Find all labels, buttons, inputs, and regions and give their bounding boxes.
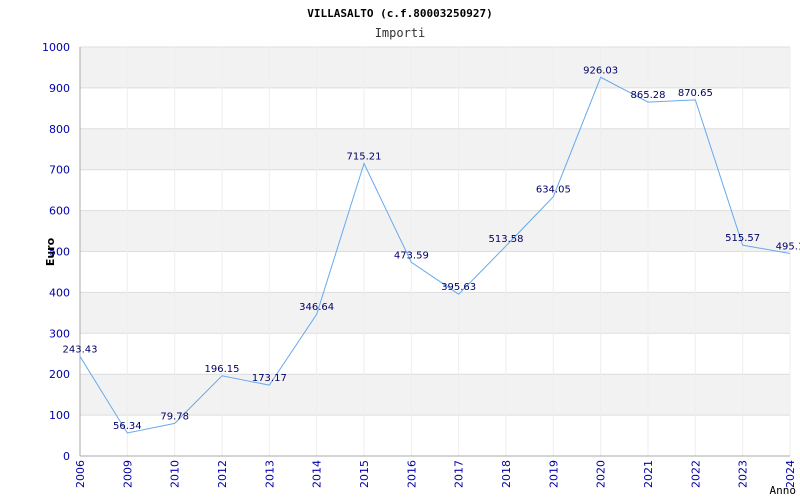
data-label: 634.05 (536, 185, 571, 196)
data-label: 56.34 (113, 421, 142, 432)
data-label: 926.03 (583, 65, 618, 76)
x-tick-label: 2019 (547, 460, 560, 488)
chart-subtitle: Importi (375, 26, 426, 40)
x-tick-label: 2024 (784, 460, 797, 488)
y-tick-label: 0 (63, 450, 70, 463)
grid-bands (80, 47, 790, 416)
data-label: 79.78 (160, 411, 189, 422)
x-tick-label: 2010 (169, 460, 182, 488)
y-tick-label: 200 (49, 368, 70, 381)
x-tick-label: 2016 (405, 460, 418, 488)
data-label: 513.58 (489, 234, 524, 245)
grid-band (80, 47, 790, 88)
y-tick-label: 400 (49, 286, 70, 299)
y-tick-label: 800 (49, 123, 70, 136)
data-label: 395.63 (441, 282, 476, 293)
x-tick-label: 2017 (453, 460, 466, 488)
y-tick-label: 900 (49, 82, 70, 95)
x-tick-labels: 2006 2009 2010 2012 2013 2014 2015 2016 2017 2018… (74, 460, 797, 488)
series-line (79, 76, 791, 434)
data-label: 865.28 (631, 90, 666, 101)
data-label: 196.15 (205, 364, 240, 375)
y-tick-label: 600 (49, 205, 70, 218)
x-tick-label: 2006 (74, 460, 87, 488)
y-tick-label: 700 (49, 164, 70, 177)
x-tick-label: 2020 (595, 460, 608, 488)
data-label: 346.64 (299, 302, 334, 313)
grid-band (80, 128, 790, 170)
y-tick-label: 100 (49, 409, 70, 422)
x-tick-label: 2015 (358, 460, 371, 488)
x-tick-label: 2012 (216, 460, 229, 488)
grid-band (80, 374, 790, 416)
data-label: 715.21 (347, 151, 382, 162)
y-tick-labels: 0 100 200 300 400 500 600 700 800 900 1000 (42, 41, 70, 463)
x-tick-label: 2009 (121, 460, 134, 488)
data-label: 495.1 (776, 242, 800, 253)
x-tick-label: 2022 (689, 460, 702, 488)
data-label: 515.57 (725, 233, 760, 244)
data-label: 173.17 (252, 373, 287, 384)
data-label: 243.43 (63, 344, 98, 355)
grid-band (80, 210, 790, 252)
x-axis-label: Anno (770, 484, 797, 497)
y-axis-label: Euro (44, 237, 57, 266)
chart-title: VILLASALTO (c.f.80003250927) (307, 7, 492, 20)
x-tick-label: 2013 (263, 460, 276, 488)
data-labels: 243.43 56.34 79.78 196.15 173.17 346.64 715.21… (63, 65, 800, 432)
x-tick-label: 2023 (737, 460, 750, 488)
data-label: 473.59 (394, 250, 429, 261)
x-tick-label: 2018 (500, 460, 513, 488)
y-tick-label: 1000 (42, 41, 70, 54)
y-tick-label: 300 (49, 327, 70, 340)
x-tick-label: 2021 (642, 460, 655, 488)
x-tick-label: 2014 (311, 460, 324, 488)
y-tick-label: 500 (49, 246, 70, 259)
data-label: 870.65 (678, 88, 713, 99)
grid-band (80, 292, 790, 334)
